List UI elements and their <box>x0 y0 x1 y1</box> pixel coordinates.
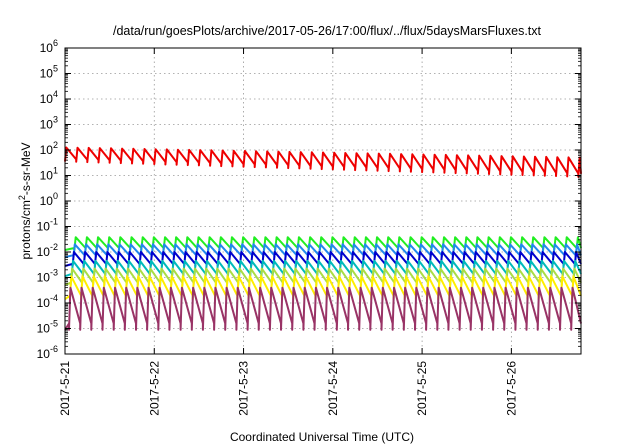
y-tick-label: 10-5 <box>37 319 58 336</box>
y-tick-exponent: 2 <box>53 140 58 150</box>
y-tick-label: 104 <box>40 89 58 106</box>
y-tick-label: 102 <box>40 140 58 157</box>
y-tick-exponent: -6 <box>50 344 58 354</box>
y-tick-labels: 10-610-510-410-310-210-11001011021031041… <box>37 38 58 361</box>
y-tick-exponent: 4 <box>53 89 58 99</box>
y-tick-base: 10 <box>40 143 54 157</box>
y-tick-exponent: -1 <box>50 217 58 227</box>
y-tick-base: 10 <box>37 271 51 285</box>
y-tick-label: 100 <box>40 191 58 208</box>
series-line-7 <box>64 286 582 331</box>
y-tick-base: 10 <box>37 220 51 234</box>
y-tick-base: 10 <box>37 296 51 310</box>
x-tick-labels: 2017-5-21 2017-5-22 2017-5-23 2017-5-24 2017… <box>58 361 518 416</box>
y-tick-label: 10-4 <box>37 293 58 310</box>
y-tick-label: 10-6 <box>37 344 58 361</box>
y-tick-exponent: -5 <box>50 319 58 329</box>
y-tick-base: 10 <box>37 245 51 259</box>
x-tick-label: 2017-5-24 <box>326 361 340 416</box>
y-tick-label: 10-2 <box>37 242 58 259</box>
tick-marks <box>64 47 581 355</box>
y-tick-exponent: 0 <box>53 191 58 201</box>
y-tick-base: 10 <box>40 67 54 81</box>
y-tick-exponent: -2 <box>50 242 58 252</box>
y-tick-exponent: 1 <box>53 166 58 176</box>
y-tick-exponent: 3 <box>53 115 58 125</box>
x-tick-label: 2017-5-22 <box>147 361 161 416</box>
y-tick-label: 10-3 <box>37 268 58 285</box>
y-axis-label: protons/cm2-s-sr-MeV <box>17 142 33 259</box>
x-tick-label: 2017-5-25 <box>415 361 429 416</box>
y-tick-base: 10 <box>40 194 54 208</box>
y-tick-base: 10 <box>40 41 54 55</box>
y-tick-label: 101 <box>40 166 58 183</box>
y-tick-label: 103 <box>40 115 58 132</box>
y-tick-label: 106 <box>40 38 58 55</box>
y-tick-base: 10 <box>40 169 54 183</box>
x-tick-label: 2017-5-26 <box>504 361 518 416</box>
series-group <box>64 146 582 331</box>
y-tick-exponent: 6 <box>53 38 58 48</box>
x-tick-label: 2017-5-23 <box>237 361 251 416</box>
y-axis-label-superscript: 2 <box>17 195 27 200</box>
y-tick-label: 10-1 <box>37 217 58 234</box>
x-axis-label: Coordinated Universal Time (UTC) <box>230 430 414 444</box>
y-axis-label-main: protons/cm <box>19 200 33 259</box>
y-tick-base: 10 <box>40 118 54 132</box>
y-tick-base: 10 <box>37 322 51 336</box>
y-tick-exponent: -4 <box>50 293 58 303</box>
y-tick-label: 105 <box>40 64 58 81</box>
y-axis-label-tail: -s-sr-MeV <box>19 142 33 195</box>
y-tick-base: 10 <box>37 347 51 361</box>
chart-title: /data/run/goesPlots/archive/2017-05-26/1… <box>113 24 542 38</box>
x-tick-label: 2017-5-21 <box>58 361 72 416</box>
y-tick-base: 10 <box>40 92 54 106</box>
series-line-0 <box>64 146 582 178</box>
y-tick-exponent: 5 <box>53 64 58 74</box>
y-tick-exponent: -3 <box>50 268 58 278</box>
